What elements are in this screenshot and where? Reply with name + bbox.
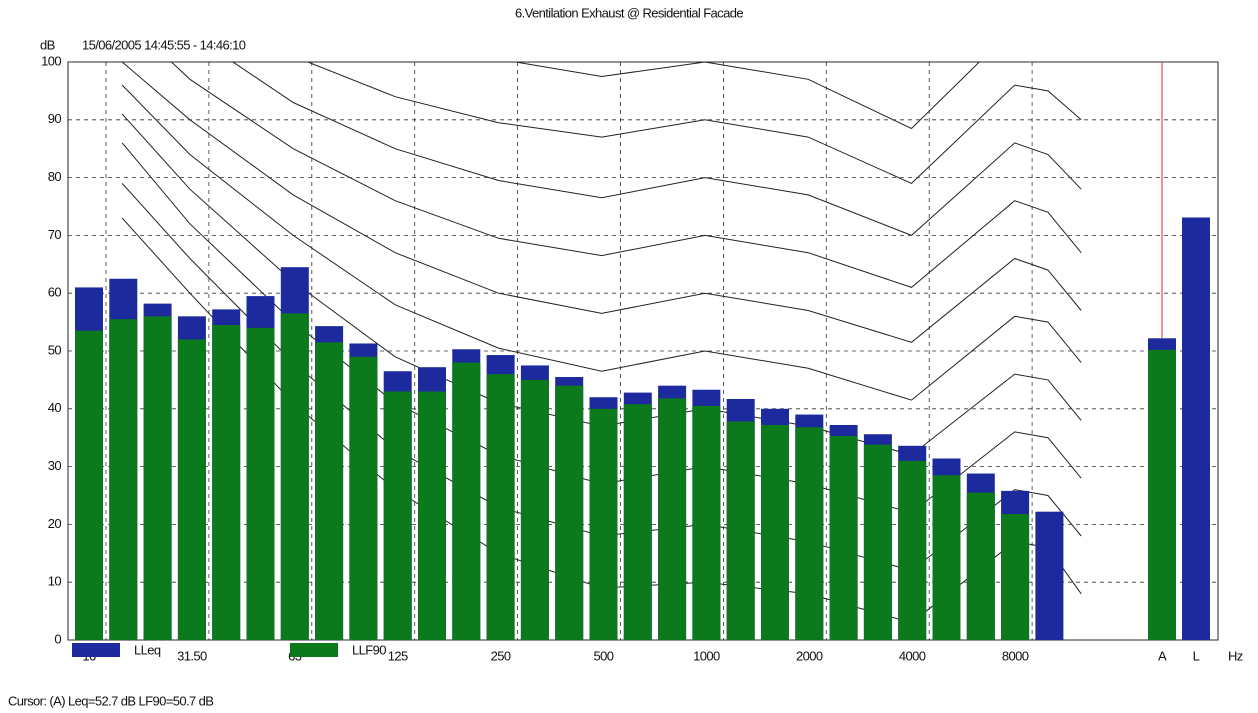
bar <box>520 379 549 640</box>
y-tick-label: 80 <box>48 169 62 184</box>
y-tick-label: 0 <box>54 631 61 646</box>
legend-swatch <box>72 643 120 657</box>
x-tick-label: 2000 <box>796 648 823 663</box>
chart-subtitle: 15/06/2005 14:45:55 - 14:46:10 <box>82 37 246 52</box>
reference-curve <box>232 62 1082 236</box>
bar <box>1182 217 1210 640</box>
y-tick-label: 70 <box>48 227 62 242</box>
x-tick-label: 1000 <box>693 648 720 663</box>
reference-curve <box>170 62 1082 288</box>
x-tick-label: 250 <box>491 648 511 663</box>
x-axis-label: Hz <box>1228 648 1243 663</box>
bar <box>898 460 927 640</box>
bar <box>589 408 618 640</box>
bar <box>418 391 446 640</box>
y-tick-label: 50 <box>48 342 62 357</box>
bar <box>315 342 344 640</box>
legend-label: LLeq <box>134 642 161 657</box>
bar <box>863 444 892 640</box>
x-tick-label: L <box>1193 648 1200 663</box>
bar <box>143 316 172 640</box>
bar <box>383 391 412 640</box>
bar <box>795 427 824 640</box>
y-tick-label: 100 <box>41 53 61 68</box>
x-tick-label: 31.50 <box>177 648 207 663</box>
reference-curve <box>121 113 1082 456</box>
x-tick-label: 8000 <box>1002 648 1029 663</box>
y-tick-label: 60 <box>48 285 62 300</box>
x-tick-label: 4000 <box>899 648 926 663</box>
bar <box>177 339 206 640</box>
bar <box>966 492 995 640</box>
bar <box>932 475 961 640</box>
bar <box>555 385 584 640</box>
bar <box>1148 349 1176 640</box>
reference-curve <box>121 142 1082 514</box>
bar <box>246 327 275 640</box>
chart-title: 6.Ventilation Exhaust @ Residential Faca… <box>515 5 743 20</box>
reference-curve <box>121 62 1082 343</box>
bar <box>829 435 858 640</box>
bar <box>1035 511 1064 640</box>
bar <box>75 330 103 640</box>
cursor-readout: Cursor: (A) Leq=52.7 dB LF90=50.7 dB <box>8 693 213 708</box>
legend-label: LLF90 <box>352 642 386 657</box>
bar <box>486 374 515 640</box>
bar <box>726 421 755 640</box>
reference-curve <box>121 183 1082 572</box>
bar <box>349 356 378 640</box>
reference-curve <box>512 62 1082 130</box>
y-tick-label: 40 <box>48 400 62 415</box>
y-tick-label: 10 <box>48 574 62 589</box>
bar <box>623 404 652 640</box>
y-tick-label: 30 <box>48 458 62 473</box>
x-tick-label: 125 <box>388 648 408 663</box>
bar <box>761 424 789 640</box>
bar <box>658 398 687 640</box>
reference-curve <box>121 84 1082 401</box>
bar <box>212 324 241 640</box>
bar <box>692 405 721 640</box>
bar <box>109 319 138 640</box>
x-tick-label: A <box>1158 648 1167 663</box>
y-axis-label: dB <box>40 37 55 52</box>
reference-curve <box>306 62 1082 184</box>
bar <box>280 313 309 640</box>
bar <box>452 362 481 640</box>
x-tick-label: 500 <box>594 648 614 663</box>
legend-swatch <box>290 643 338 657</box>
bar <box>1001 513 1030 640</box>
y-tick-label: 20 <box>48 516 62 531</box>
y-tick-label: 90 <box>48 111 62 126</box>
